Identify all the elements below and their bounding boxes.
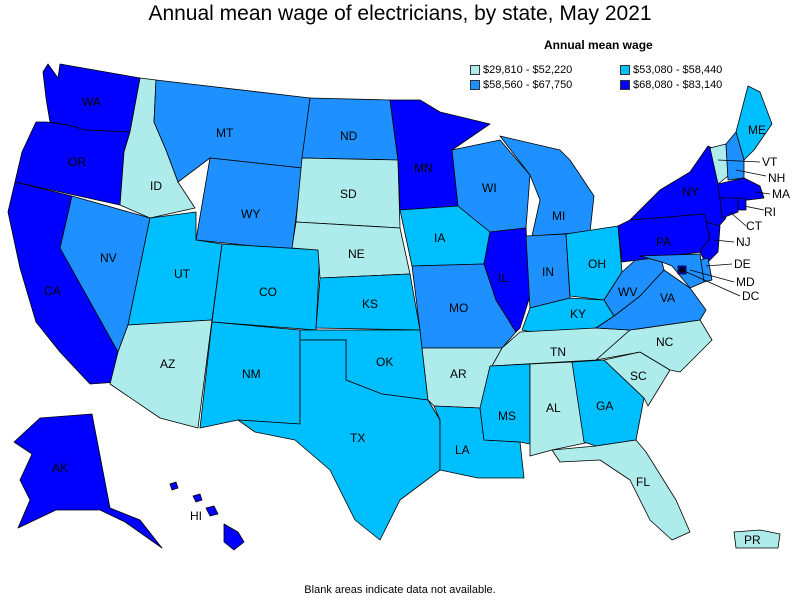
state-label-sd: SD (340, 187, 357, 201)
state-label-mn: MN (414, 161, 433, 175)
state-label-dc: DC (742, 289, 760, 303)
state-label-me: ME (748, 123, 766, 137)
state-label-ky: KY (570, 307, 586, 321)
state-label-nv: NV (100, 251, 117, 265)
footnote: Blank areas indicate data not available. (304, 584, 496, 596)
state-ri (737, 197, 747, 211)
state-label-vt: VT (762, 155, 778, 169)
map-title: Annual mean wage of electricians, by sta… (148, 2, 652, 25)
state-ct (719, 197, 739, 219)
state-label-nm: NM (242, 367, 261, 381)
legend-item-bin-2: $53,080 - $58,440 (620, 64, 722, 76)
state-label-md: MD (736, 275, 755, 289)
state-label-tn: TN (550, 345, 566, 359)
leader-line-de (705, 263, 733, 267)
state-label-wy: WY (241, 207, 260, 221)
leader-line-md (689, 269, 735, 283)
leader-line-nh (735, 169, 767, 177)
state-label-va: VA (660, 291, 675, 305)
legend-title: Annual mean wage (544, 38, 653, 52)
state-label-ga: GA (596, 399, 613, 413)
state-label-la: LA (455, 443, 470, 457)
state-label-pa: PA (656, 235, 671, 249)
state-label-ma: MA (772, 187, 790, 201)
state-label-ar: AR (450, 367, 467, 381)
state-ak (13, 413, 163, 549)
state-ms (479, 363, 531, 445)
state-wv (603, 255, 665, 317)
state-label-mi: MI (552, 209, 565, 223)
state-label-az: AZ (160, 357, 175, 371)
state-az (109, 319, 213, 429)
legend-label: $53,080 - $58,440 (633, 64, 723, 76)
state-label-ak: AK (52, 461, 68, 475)
state-label-nc: NC (656, 335, 674, 349)
state-ma (717, 177, 765, 201)
state-fl (551, 439, 691, 541)
dc-marker (679, 267, 685, 273)
state-label-ia: IA (434, 231, 445, 245)
state-wy (195, 157, 303, 251)
legend-swatch (470, 65, 480, 75)
leader-line-ri (743, 205, 765, 211)
state-label-or: OR (68, 155, 86, 169)
legend-item-bin-3: $58,560 - $67,750 (470, 79, 572, 91)
state-al (529, 361, 591, 457)
state-label-wa: WA (82, 95, 101, 109)
state-label-id: ID (150, 179, 162, 193)
state-label-nh: NH (768, 171, 785, 185)
state-label-mo: MO (449, 301, 468, 315)
state-label-ut: UT (174, 267, 191, 281)
state-label-ks: KS (362, 297, 378, 311)
leader-line-ct (729, 211, 747, 227)
state-label-ri: RI (764, 205, 776, 219)
state-label-ne: NE (348, 247, 365, 261)
legend-swatch (620, 80, 630, 90)
state-label-ct: CT (746, 219, 763, 233)
leader-line-nj (713, 239, 735, 243)
legend-swatch (470, 80, 480, 90)
state-label-mt: MT (216, 126, 234, 140)
legend-label: $68,080 - $83,140 (633, 79, 723, 91)
state-hi (169, 481, 245, 551)
state-label-ca: CA (44, 284, 61, 298)
state-label-de: DE (734, 257, 751, 271)
state-label-nj: NJ (736, 235, 751, 249)
state-label-pr: PR (744, 533, 761, 547)
state-label-sc: SC (630, 369, 647, 383)
state-label-hi: HI (190, 509, 202, 523)
legend-label: $58,560 - $67,750 (483, 79, 573, 91)
state-label-in: IN (542, 265, 554, 279)
legend-swatch (620, 65, 630, 75)
state-nh (725, 131, 745, 181)
leader-line-vt (717, 159, 761, 163)
state-label-il: IL (498, 271, 508, 285)
state-label-nd: ND (340, 129, 358, 143)
leader-line-dc (681, 269, 741, 297)
state-label-fl: FL (636, 475, 650, 489)
legend-label: $29,810 - $52,220 (483, 64, 573, 76)
state-label-ok: OK (376, 355, 393, 369)
legend-item-bin-4: $68,080 - $83,140 (620, 79, 722, 91)
state-md (639, 253, 705, 289)
state-tx (237, 339, 441, 541)
leader-line-ma (755, 191, 771, 195)
state-label-tx: TX (350, 431, 365, 445)
legend-item-bin-1: $29,810 - $52,220 (470, 64, 572, 76)
state-label-ms: MS (498, 409, 516, 423)
state-label-co: CO (259, 285, 277, 299)
state-pr (733, 529, 781, 549)
state-label-oh: OH (588, 257, 606, 271)
state-label-ny: NY (682, 185, 699, 199)
state-label-al: AL (546, 401, 561, 415)
state-label-wi: WI (482, 181, 497, 195)
state-label-wv: WV (618, 285, 637, 299)
